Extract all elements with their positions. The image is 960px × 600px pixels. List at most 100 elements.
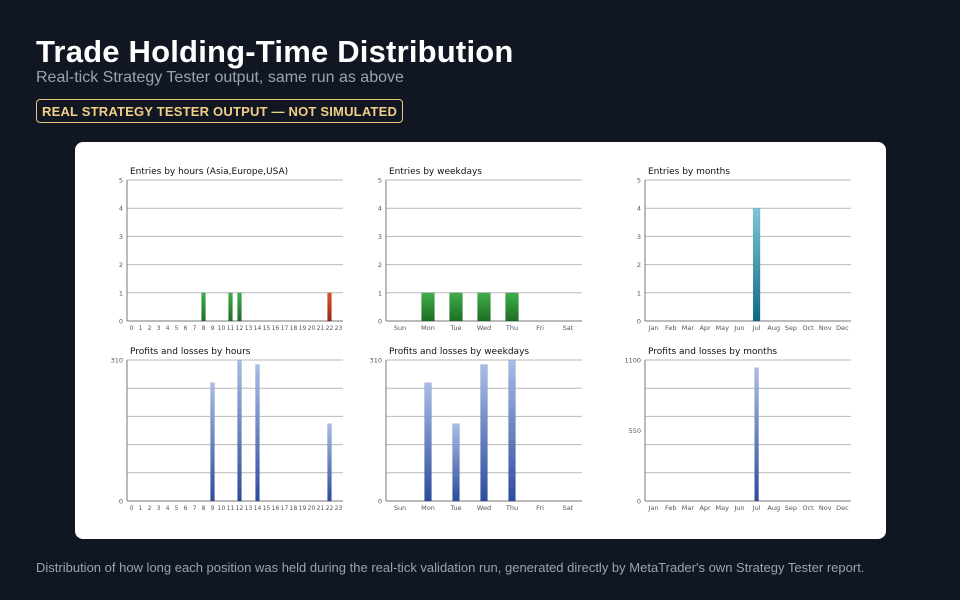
chart-2: Entries by weekdays 0 1 2 3 4 5 Sun Mon Tue Wed Thu… [378, 167, 582, 332]
x-tick-label: 3 [157, 505, 161, 512]
x-tick-label: May [716, 504, 730, 512]
x-tick-label: 4 [166, 505, 170, 512]
x-tick-label: 14 [254, 505, 262, 512]
y-tick-label: 3 [378, 233, 382, 241]
y-tick-label: 2 [378, 261, 382, 269]
chart-6: Profits and losses by months 0 550 1100 Jan F… [624, 347, 851, 512]
y-tick-label: 5 [378, 177, 382, 185]
bar [201, 292, 206, 322]
x-tick-label: Mon [421, 504, 435, 512]
chart-5: Profits and losses by weekdays 0 310 Sun Mon… [370, 347, 582, 512]
x-tick-label: Mon [421, 324, 435, 332]
x-tick-label: May [716, 324, 730, 332]
x-tick-label: 17 [281, 325, 289, 332]
charts-canvas: Entries by hours (Asia,Europe,USA)012345… [111, 167, 851, 512]
y-tick-label: 2 [637, 261, 641, 269]
bar [237, 359, 242, 502]
x-tick-label: 7 [193, 325, 197, 332]
x-tick-label: Dec [836, 504, 849, 512]
x-tick-label: Mar [682, 504, 695, 512]
y-tick-label: 5 [637, 177, 641, 185]
x-tick-label: Nov [819, 504, 832, 512]
bar [477, 292, 491, 322]
bar [327, 292, 332, 322]
x-tick-label: Sun [394, 324, 406, 332]
y-tick-label: 0 [119, 498, 123, 506]
y-tick-label: 3 [119, 233, 123, 241]
x-tick-label: Wed [477, 504, 491, 512]
y-tick-label: 4 [119, 205, 123, 213]
bar [228, 292, 233, 322]
x-tick-label: Oct [802, 324, 814, 332]
x-tick-label: Sep [785, 324, 797, 332]
x-tick-label: Feb [665, 504, 677, 512]
bar [421, 292, 435, 322]
x-tick-label: 1 [139, 325, 143, 332]
x-tick-label: Jun [733, 504, 744, 512]
y-tick-label: 0 [378, 498, 382, 506]
chart-title: Profits and losses by weekdays [389, 347, 529, 357]
x-tick-label: 21 [317, 505, 325, 512]
x-tick-label: 6 [184, 325, 188, 332]
bar [210, 382, 215, 502]
x-tick-label: Aug [767, 504, 780, 512]
x-tick-label: Tue [449, 324, 461, 332]
x-tick-label: 21 [317, 325, 325, 332]
x-tick-label: Jan [648, 504, 659, 512]
bar [752, 207, 761, 322]
x-tick-label: 13 [245, 325, 253, 332]
status-badge: REAL STRATEGY TESTER OUTPUT — NOT SIMULA… [36, 99, 404, 123]
x-tick-label: 23 [335, 505, 343, 512]
bar [480, 364, 488, 502]
bar [508, 359, 516, 502]
x-tick-label: Sun [394, 504, 406, 512]
x-tick-label: Mar [682, 324, 695, 332]
x-tick-label: 13 [245, 505, 253, 512]
bar [449, 292, 463, 322]
x-tick-label: Thu [505, 324, 518, 332]
bar [424, 382, 432, 502]
x-tick-label: Jan [648, 324, 659, 332]
chart-title: Entries by months [648, 167, 730, 177]
x-tick-label: Sat [563, 324, 574, 332]
bar [327, 423, 332, 502]
y-tick-label: 550 [629, 427, 641, 435]
x-tick-label: 3 [157, 325, 161, 332]
y-tick-label: 1 [119, 289, 123, 297]
x-tick-label: Dec [836, 324, 849, 332]
x-tick-label: Tue [449, 504, 461, 512]
y-tick-label: 5 [119, 177, 123, 185]
x-tick-label: 11 [227, 505, 235, 512]
x-tick-label: Oct [802, 504, 814, 512]
x-tick-label: Fri [536, 504, 544, 512]
x-tick-label: 2 [148, 325, 152, 332]
report-panel: Entries by hours (Asia,Europe,USA) 0 1 2 3 4 5… [75, 142, 886, 539]
x-tick-label: 22 [326, 325, 334, 332]
x-tick-label: 15 [263, 325, 271, 332]
y-tick-label: 0 [637, 498, 641, 506]
x-tick-label: 7 [193, 505, 197, 512]
y-tick-label: 310 [370, 357, 382, 365]
x-tick-label: 19 [299, 325, 307, 332]
x-tick-label: 16 [272, 325, 280, 332]
x-tick-label: 23 [335, 325, 343, 332]
x-tick-label: 19 [299, 505, 307, 512]
y-tick-label: 1100 [624, 357, 641, 365]
x-tick-label: 6 [184, 505, 188, 512]
y-tick-label: 0 [119, 318, 123, 326]
x-tick-label: 0 [130, 325, 134, 332]
x-tick-label: Apr [699, 324, 711, 332]
x-tick-label: 1 [139, 505, 143, 512]
x-tick-label: 22 [326, 505, 334, 512]
bar [452, 423, 460, 502]
y-tick-label: 2 [119, 261, 123, 269]
bar [237, 292, 242, 322]
x-tick-label: Feb [665, 324, 677, 332]
x-tick-label: Aug [767, 324, 780, 332]
x-tick-label: 15 [263, 505, 271, 512]
x-tick-label: 8 [202, 505, 206, 512]
x-tick-label: 14 [254, 325, 262, 332]
y-tick-label: 4 [637, 205, 641, 213]
x-tick-label: Jun [733, 324, 744, 332]
